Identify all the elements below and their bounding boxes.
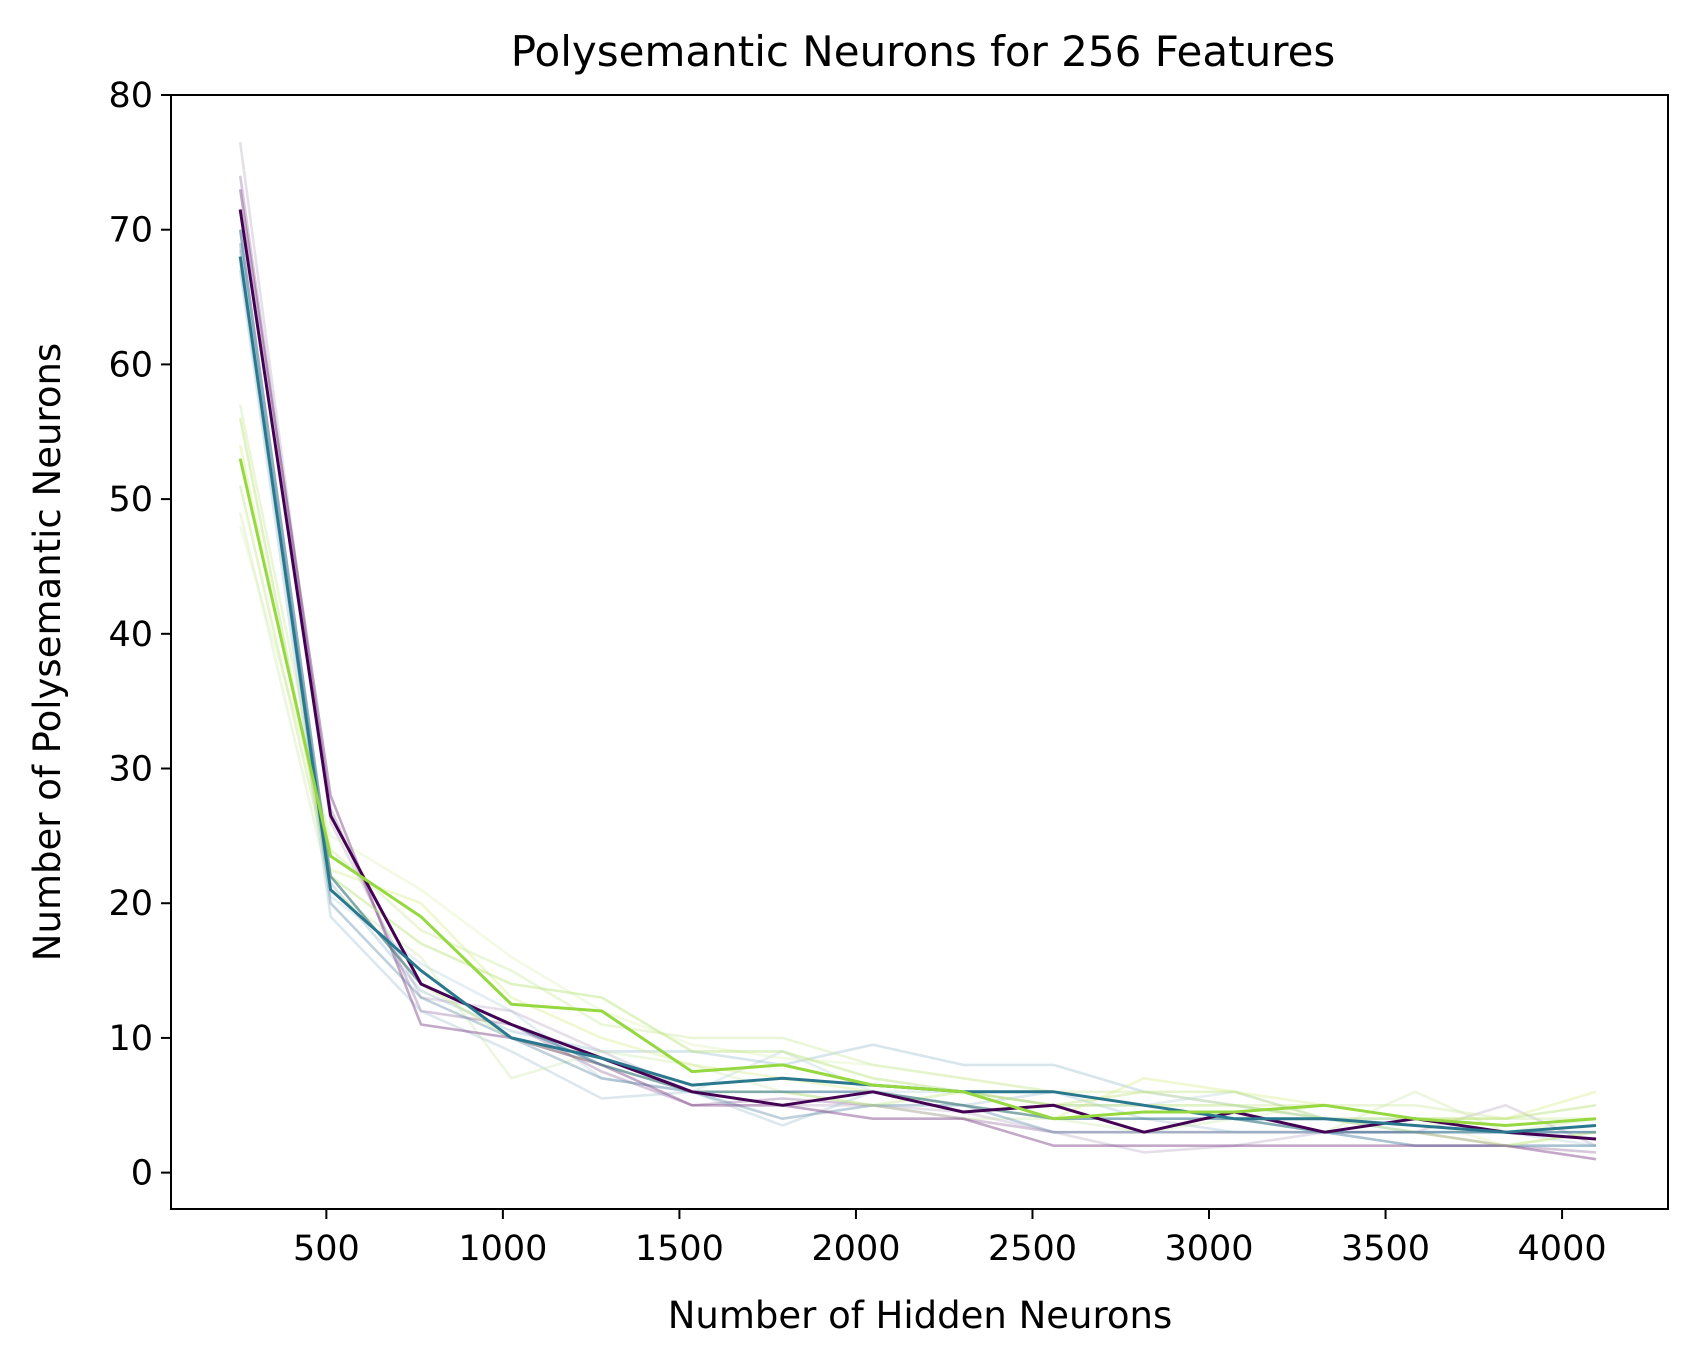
y-tick-label: 0 [131,1154,153,1194]
y-tick-label: 40 [108,615,153,655]
plot-frame [170,94,1669,1210]
series-line-13 [238,404,1596,1120]
y-tick-label: 80 [108,76,153,116]
x-tick-label: 1000 [458,1229,547,1269]
y-tick-label: 10 [108,1019,153,1059]
y-axis-label: Number of Polysemantic Neurons [26,343,69,961]
x-tick-label: 3000 [1164,1229,1253,1269]
y-tick-label: 20 [108,884,153,924]
x-tick-label: 500 [293,1229,360,1269]
series-layer [238,141,1597,1161]
x-axis-label: Number of Hidden Neurons [668,1294,1173,1337]
series-line-2 [238,189,1597,1161]
y-tick-label: 60 [108,345,153,385]
series-line-11 [238,458,1597,1127]
series-line-12 [238,418,1597,1120]
chart-title: Polysemantic Neurons for 256 Features [511,27,1336,76]
series-line-10 [238,263,1597,1147]
series-line-7 [238,243,1596,1147]
y-tick-label: 30 [108,750,153,790]
y-axis-ticks: 0 10 20 30 40 50 60 70 80 [108,76,171,1194]
x-tick-label: 2000 [811,1229,900,1269]
y-tick-label: 70 [108,211,153,251]
x-tick-label: 3500 [1341,1229,1430,1269]
x-tick-label: 4000 [1518,1229,1607,1269]
x-tick-label: 2500 [988,1229,1077,1269]
y-tick-label: 50 [108,480,153,520]
x-tick-label: 1500 [635,1229,724,1269]
x-axis-ticks: 500 1000 1500 2000 2500 3000 3500 4000 [293,1209,1607,1269]
